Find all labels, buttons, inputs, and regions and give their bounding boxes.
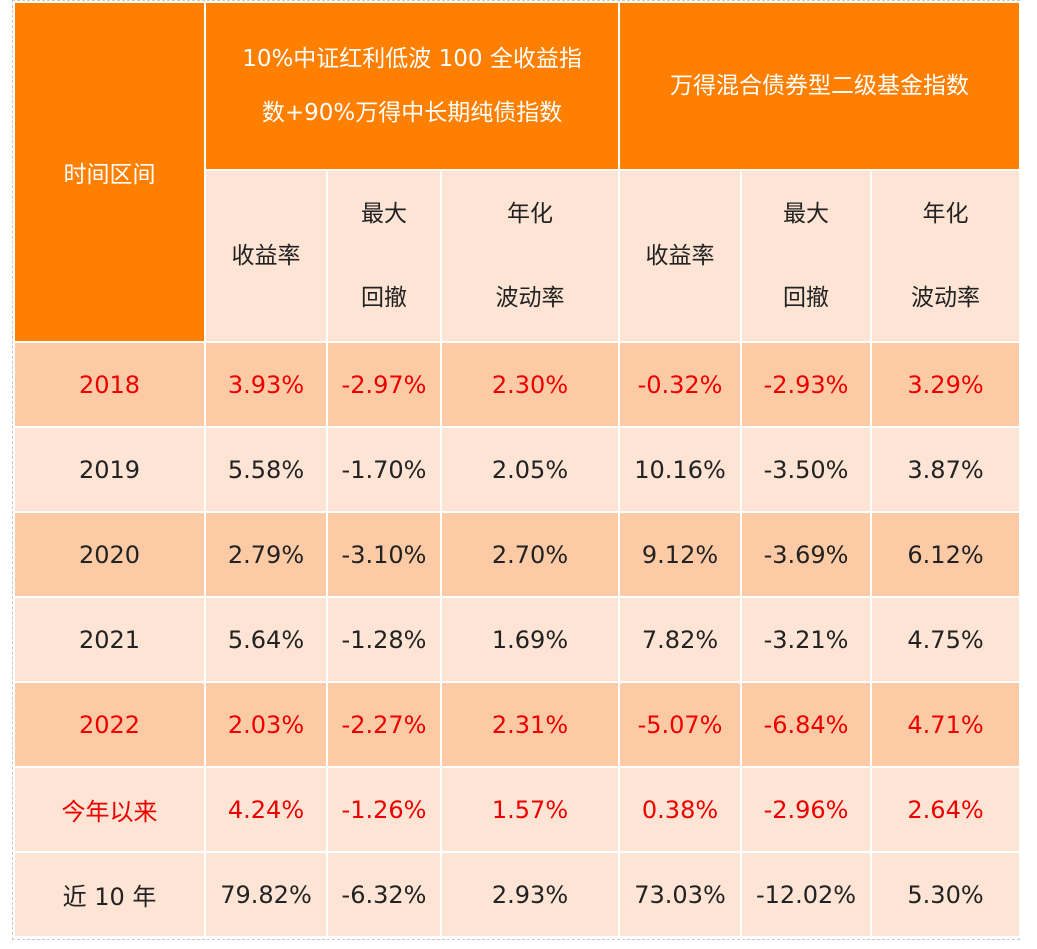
g1-drawdown-cell: -6.32% xyxy=(326,851,442,938)
g1-drawdown-cell: -2.27% xyxy=(326,681,442,768)
row-label: 2020 xyxy=(13,511,206,598)
g1-drawdown-header: 最大 回撤 xyxy=(326,169,442,343)
g1-drawdown-cell: -1.26% xyxy=(326,766,442,853)
g2-return-cell: 10.16% xyxy=(618,426,743,513)
g2-drawdown-cell: -3.21% xyxy=(740,596,873,683)
g2-drawdown-header: 最大 回撤 xyxy=(740,169,873,343)
g1-return-cell: 5.58% xyxy=(204,426,328,513)
group1-header: 10%中证红利低波 100 全收益指 数+90%万得中长期纯债指数 xyxy=(203,1,621,171)
table-row: 2022 2.03% -2.27% 2.31% -5.07% -6.84% 4.… xyxy=(13,681,1022,768)
table-row: 2019 5.58% -1.70% 2.05% 10.16% -3.50% 3.… xyxy=(13,426,1022,513)
row-label: 2022 xyxy=(13,681,206,768)
g2-volatility-cell: 4.71% xyxy=(870,681,1022,768)
row-label: 近 10 年 xyxy=(13,851,206,938)
group1-header-line1: 10%中证红利低波 100 全收益指 xyxy=(242,46,582,72)
g2-drawdown-cell: -2.96% xyxy=(740,766,873,853)
performance-table-container: 时间区间 10%中证红利低波 100 全收益指 数+90%万得中长期纯债指数 万… xyxy=(12,0,1022,940)
row-label: 2018 xyxy=(13,341,206,428)
g2-drawdown-cell: -3.50% xyxy=(740,426,873,513)
g2-return-cell: -0.32% xyxy=(618,341,743,428)
g2-volatility-cell: 6.12% xyxy=(870,511,1022,598)
table-row: 2021 5.64% -1.28% 1.69% 7.82% -3.21% 4.7… xyxy=(13,596,1022,683)
g1-volatility-cell: 1.69% xyxy=(439,596,621,683)
group1-header-line2: 数+90%万得中长期纯债指数 xyxy=(261,100,563,126)
g1-volatility-header: 年化 波动率 xyxy=(439,169,621,343)
g1-drawdown-cell: -3.10% xyxy=(326,511,442,598)
table-row: 2020 2.79% -3.10% 2.70% 9.12% -3.69% 6.1… xyxy=(13,511,1022,598)
g2-volatility-header: 年化 波动率 xyxy=(870,169,1022,343)
g2-drawdown-line1: 最大 xyxy=(783,201,830,227)
g1-volatility-cell: 1.57% xyxy=(439,766,621,853)
g2-drawdown-line2: 回撤 xyxy=(783,285,830,311)
g1-return-cell: 3.93% xyxy=(204,341,328,428)
g2-volatility-cell: 3.29% xyxy=(870,341,1022,428)
table-row: 2018 3.93% -2.97% 2.30% -0.32% -2.93% 3.… xyxy=(13,341,1022,428)
g2-return-cell: -5.07% xyxy=(618,681,743,768)
g1-volatility-line2: 波动率 xyxy=(495,285,565,311)
g1-return-header: 收益率 xyxy=(204,169,328,343)
g1-return-cell: 4.24% xyxy=(204,766,328,853)
row-label: 2019 xyxy=(13,426,206,513)
g2-drawdown-cell: -3.69% xyxy=(740,511,873,598)
g1-drawdown-cell: -1.28% xyxy=(326,596,442,683)
g2-volatility-cell: 4.75% xyxy=(870,596,1022,683)
g2-drawdown-cell: -12.02% xyxy=(740,851,873,938)
g1-return-cell: 79.82% xyxy=(204,851,328,938)
g1-volatility-cell: 2.70% xyxy=(439,511,621,598)
g2-return-cell: 0.38% xyxy=(618,766,743,853)
group2-header: 万得混合债券型二级基金指数 xyxy=(618,1,1022,171)
g1-drawdown-line2: 回撤 xyxy=(361,285,407,311)
g2-return-header: 收益率 xyxy=(618,169,743,343)
g1-return-cell: 5.64% xyxy=(204,596,328,683)
g1-volatility-cell: 2.31% xyxy=(439,681,621,768)
row-label: 2021 xyxy=(13,596,206,683)
table-row: 今年以来 4.24% -1.26% 1.57% 0.38% -2.96% 2.6… xyxy=(13,766,1022,853)
g1-return-cell: 2.79% xyxy=(204,511,328,598)
g1-volatility-cell: 2.30% xyxy=(439,341,621,428)
g1-drawdown-cell: -2.97% xyxy=(326,341,442,428)
g2-volatility-line2: 波动率 xyxy=(911,285,981,311)
g2-return-cell: 7.82% xyxy=(618,596,743,683)
period-header: 时间区间 xyxy=(13,1,206,343)
g2-volatility-cell: 2.64% xyxy=(870,766,1022,853)
g1-drawdown-line1: 最大 xyxy=(361,201,407,227)
g1-volatility-cell: 2.93% xyxy=(439,851,621,938)
performance-table: 时间区间 10%中证红利低波 100 全收益指 数+90%万得中长期纯债指数 万… xyxy=(13,1,1022,938)
g2-drawdown-cell: -2.93% xyxy=(740,341,873,428)
g1-volatility-cell: 2.05% xyxy=(439,426,621,513)
g2-drawdown-cell: -6.84% xyxy=(740,681,873,768)
g2-volatility-line1: 年化 xyxy=(922,201,969,227)
g2-volatility-cell: 3.87% xyxy=(870,426,1022,513)
row-label: 今年以来 xyxy=(13,766,206,853)
g1-return-cell: 2.03% xyxy=(204,681,328,768)
g2-return-cell: 9.12% xyxy=(618,511,743,598)
table-row: 近 10 年 79.82% -6.32% 2.93% 73.03% -12.02… xyxy=(13,851,1022,938)
g2-return-cell: 73.03% xyxy=(618,851,743,938)
g2-volatility-cell: 5.30% xyxy=(870,851,1022,938)
g1-drawdown-cell: -1.70% xyxy=(326,426,442,513)
g1-volatility-line1: 年化 xyxy=(507,201,554,227)
